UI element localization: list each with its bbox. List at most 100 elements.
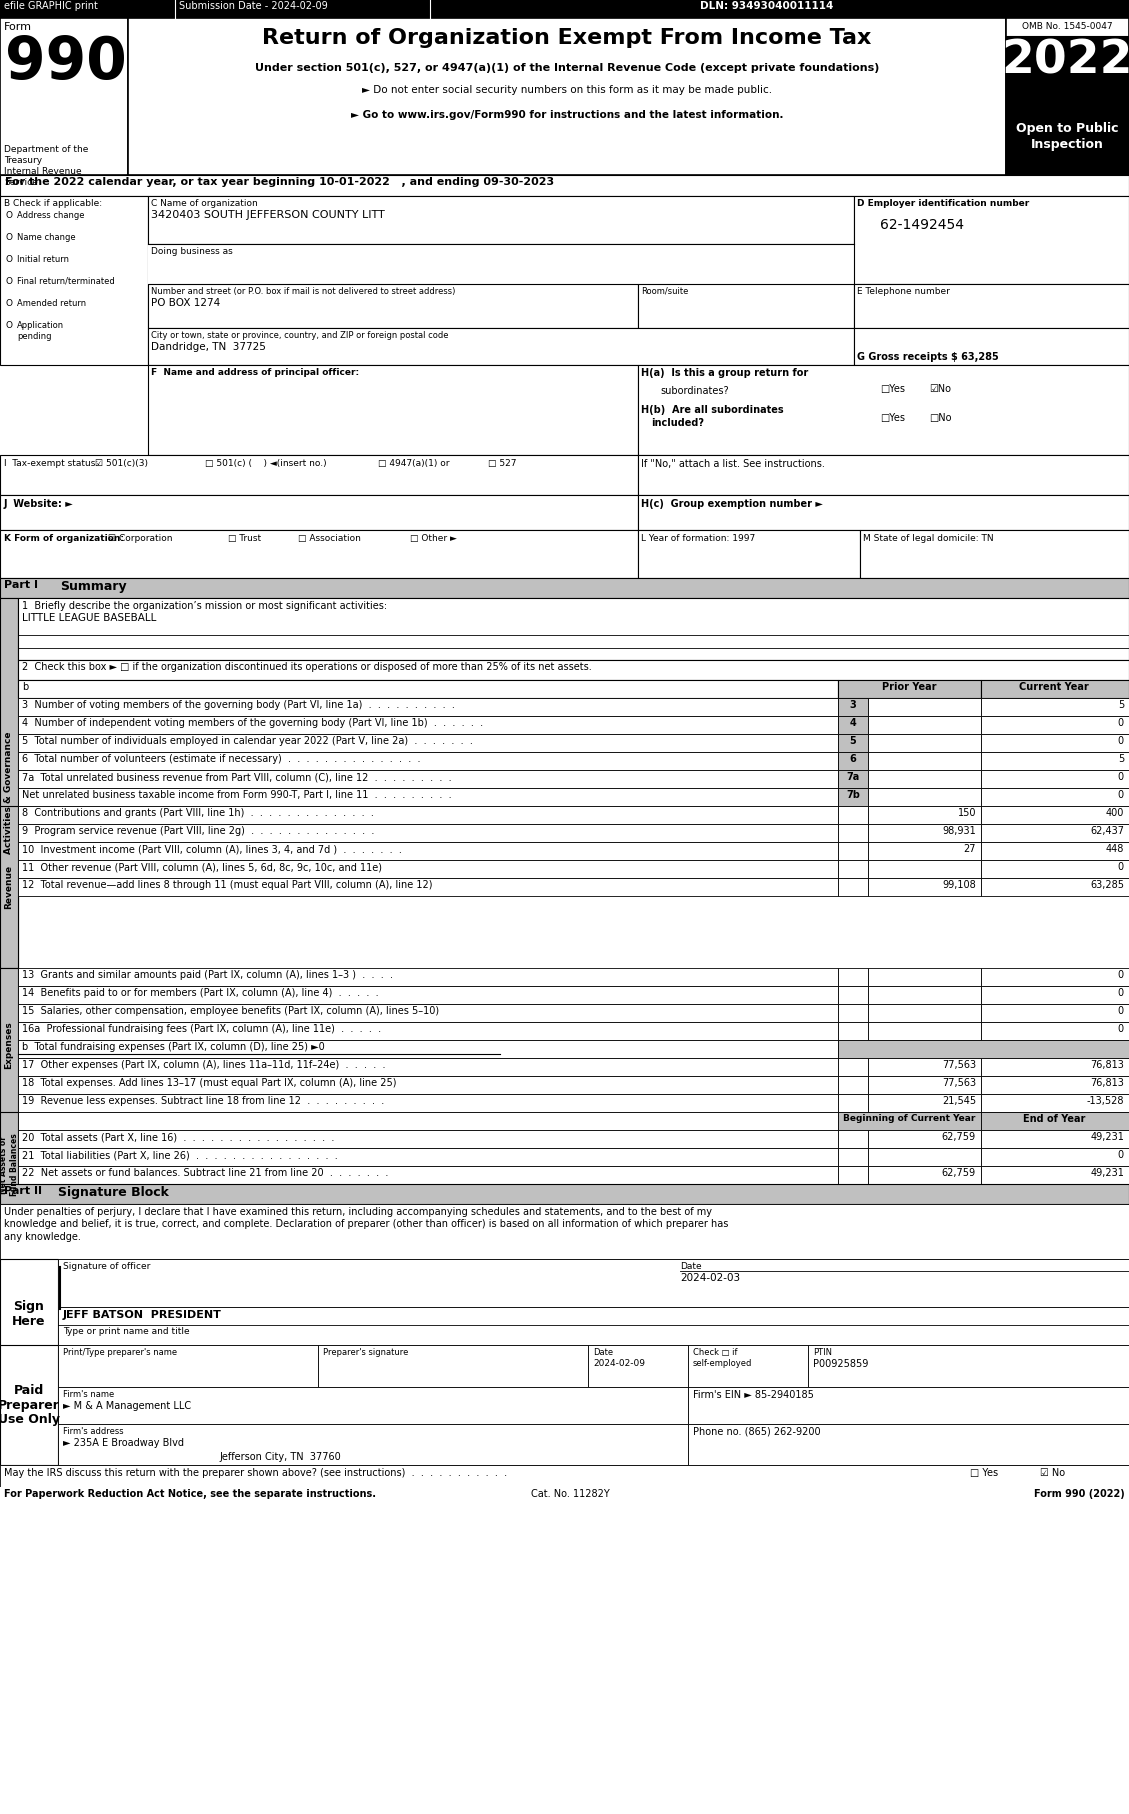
Text: Firm's name: Firm's name (63, 1390, 114, 1399)
Text: Form: Form (5, 22, 32, 33)
Text: Under penalties of perjury, I declare that I have examined this return, includin: Under penalties of perjury, I declare th… (5, 1206, 728, 1243)
Text: 20  Total assets (Part X, line 16)  .  .  .  .  .  .  .  .  .  .  .  .  .  .  . : 20 Total assets (Part X, line 16) . . . … (21, 1132, 334, 1143)
Bar (18, 1166, 838, 1185)
Text: 150: 150 (957, 807, 975, 818)
Text: G Gross receipts $ 63,285: G Gross receipts $ 63,285 (857, 352, 999, 363)
Text: Date: Date (593, 1348, 613, 1357)
Bar (981, 1003, 1129, 1021)
Bar (838, 842, 868, 860)
Text: Submission Date - 2024-02-09: Submission Date - 2024-02-09 (180, 2, 327, 11)
Bar (838, 1058, 868, 1076)
Text: □ Other ►: □ Other ► (410, 533, 457, 542)
Bar (838, 680, 981, 698)
Text: Number and street (or P.O. box if mail is not delivered to street address): Number and street (or P.O. box if mail i… (151, 287, 455, 296)
Text: Sign
Here: Sign Here (12, 1301, 46, 1328)
Text: Doing business as: Doing business as (151, 247, 233, 256)
Bar (838, 769, 868, 787)
Bar (981, 1130, 1129, 1148)
Text: 11  Other revenue (Part VIII, column (A), lines 5, 6d, 8c, 9c, 10c, and 11e): 11 Other revenue (Part VIII, column (A),… (21, 862, 382, 873)
Bar (18, 1130, 838, 1148)
Bar (58, 1388, 688, 1424)
Bar (18, 680, 838, 698)
Text: Summary: Summary (60, 580, 126, 593)
Text: H(c)  Group exemption number ►: H(c) Group exemption number ► (641, 499, 823, 510)
Text: -13,528: -13,528 (1086, 1096, 1124, 1107)
Bar (868, 1166, 981, 1185)
Bar (638, 530, 860, 579)
Text: H(b)  Are all subordinates: H(b) Are all subordinates (641, 405, 784, 415)
Bar (148, 245, 854, 285)
Text: Amended return: Amended return (17, 299, 86, 308)
Text: 22  Net assets or fund balances. Subtract line 21 from line 20  .  .  .  .  .  .: 22 Net assets or fund balances. Subtract… (21, 1168, 388, 1177)
Text: 49,231: 49,231 (1091, 1168, 1124, 1177)
Bar (18, 787, 838, 805)
Text: Firm's EIN ► 85-2940185: Firm's EIN ► 85-2940185 (693, 1390, 814, 1400)
Text: ► M & A Management LLC: ► M & A Management LLC (63, 1400, 191, 1411)
Bar (18, 1148, 838, 1166)
Text: ☑No: ☑No (929, 385, 951, 394)
Text: Department of the
Treasury
Internal Revenue
Service: Department of the Treasury Internal Reve… (5, 145, 88, 187)
Bar (981, 787, 1129, 805)
Text: 2022: 2022 (1001, 38, 1129, 83)
Text: 4: 4 (850, 718, 857, 727)
Text: I  Tax-exempt status:: I Tax-exempt status: (5, 459, 98, 468)
Bar (981, 769, 1129, 787)
Bar (838, 1094, 868, 1112)
Bar (868, 698, 981, 717)
Text: Signature Block: Signature Block (58, 1186, 169, 1199)
Text: Part II: Part II (5, 1186, 42, 1195)
Bar (868, 878, 981, 896)
Bar (18, 969, 838, 987)
Text: 0: 0 (1118, 1150, 1124, 1159)
Text: E Telephone number: E Telephone number (857, 287, 949, 296)
Bar (0, 805, 18, 969)
Bar (838, 1112, 981, 1130)
Bar (981, 698, 1129, 717)
Bar (981, 1166, 1129, 1185)
Text: Initial return: Initial return (17, 256, 69, 265)
Text: Net Assets or
Fund Balances: Net Assets or Fund Balances (0, 1134, 19, 1197)
Bar (868, 769, 981, 787)
Text: C Name of organization: C Name of organization (151, 200, 257, 209)
Bar (838, 878, 868, 896)
Bar (868, 860, 981, 878)
Bar (868, 1094, 981, 1112)
Bar (838, 717, 868, 735)
Bar (838, 1076, 868, 1094)
Text: 5: 5 (1118, 755, 1124, 764)
Bar (868, 969, 981, 987)
Bar (1006, 18, 1129, 174)
Bar (58, 1424, 688, 1466)
Text: 62,437: 62,437 (1089, 825, 1124, 836)
Text: Cat. No. 11282Y: Cat. No. 11282Y (531, 1489, 610, 1498)
Bar (148, 328, 854, 365)
Bar (838, 1148, 868, 1166)
Text: 62-1492454: 62-1492454 (879, 218, 964, 232)
Bar (0, 1344, 58, 1466)
Bar (838, 824, 868, 842)
Text: Under section 501(c), 527, or 4947(a)(1) of the Internal Revenue Code (except pr: Under section 501(c), 527, or 4947(a)(1)… (255, 63, 879, 73)
Text: 14  Benefits paid to or for members (Part IX, column (A), line 4)  .  .  .  .  .: 14 Benefits paid to or for members (Part… (21, 989, 378, 998)
Text: 7b: 7b (846, 791, 860, 800)
Text: Form 990 (2022): Form 990 (2022) (1034, 1489, 1124, 1498)
Text: 0: 0 (1118, 718, 1124, 727)
Bar (981, 680, 1129, 698)
Text: 19  Revenue less expenses. Subtract line 18 from line 12  .  .  .  .  .  .  .  .: 19 Revenue less expenses. Subtract line … (21, 1096, 384, 1107)
Bar (838, 860, 868, 878)
Text: LITTLE LEAGUE BASEBALL: LITTLE LEAGUE BASEBALL (21, 613, 157, 622)
Bar (18, 842, 838, 860)
Text: H(a)  Is this a group return for: H(a) Is this a group return for (641, 368, 808, 377)
Bar (868, 753, 981, 769)
Text: Return of Organization Exempt From Income Tax: Return of Organization Exempt From Incom… (262, 27, 872, 47)
Bar (854, 328, 1129, 365)
Text: Type or print name and title: Type or print name and title (63, 1328, 190, 1335)
Bar (981, 878, 1129, 896)
Bar (838, 805, 868, 824)
Text: 448: 448 (1105, 844, 1124, 854)
Text: O: O (5, 321, 12, 330)
Text: OMB No. 1545-0047: OMB No. 1545-0047 (1022, 22, 1112, 31)
Text: 18  Total expenses. Add lines 13–17 (must equal Part IX, column (A), line 25): 18 Total expenses. Add lines 13–17 (must… (21, 1078, 396, 1088)
Bar (18, 717, 838, 735)
Bar (0, 530, 638, 579)
Text: 3  Number of voting members of the governing body (Part VI, line 1a)  .  .  .  .: 3 Number of voting members of the govern… (21, 700, 455, 709)
